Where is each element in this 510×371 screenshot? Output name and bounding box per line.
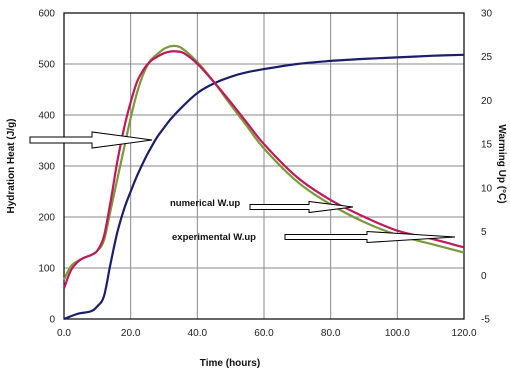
x-tick-label: 40.0 (188, 328, 208, 339)
y-left-tick-label: 100 (38, 264, 55, 275)
hydration-heat-arrow (29, 131, 153, 149)
y-axis-left-label: Hydration Heat (J/g) (6, 118, 17, 213)
series-line-2 (62, 50, 465, 289)
y-right-tick-label: 25 (481, 52, 493, 63)
annotations: numerical W.up experimental W.up (29, 131, 456, 244)
numerical-wup-arrow (249, 200, 354, 214)
series-line-0 (63, 53, 465, 321)
x-tick-label: 80.0 (321, 328, 341, 339)
y-left-tick-label: 500 (38, 60, 55, 71)
tick-labels: 0.0 20.0 40.0 60.0 80.0 100.0 120.001002003004… (38, 9, 492, 340)
y-left-tick-label: 300 (38, 162, 55, 173)
y-left-tick-label: 400 (38, 111, 55, 122)
y-right-tick-label: 10 (481, 183, 493, 194)
y-left-tick-label: 0 (49, 315, 55, 326)
y-right-tick-label: 30 (481, 9, 493, 20)
x-tick-label: 20.0 (121, 328, 141, 339)
plot-frame (63, 12, 465, 320)
y-left-tick-label: 600 (38, 9, 55, 20)
y-right-tick-label: 5 (481, 227, 487, 238)
y-axis-right-label: Warming Up (°C) (496, 124, 507, 203)
x-tick-label: 60.0 (254, 328, 274, 339)
y-right-tick-label: 20 (481, 96, 493, 107)
x-tick-label: 0.0 (57, 328, 71, 339)
experimental-wup-arrow (284, 230, 456, 244)
series-layer (62, 44, 465, 321)
numerical-wup-label: numerical W.up (170, 198, 240, 209)
x-tick-label: 120.0 (451, 328, 476, 339)
x-axis-label: Time (hours) (200, 358, 260, 369)
y-right-tick-label: 0 (481, 271, 487, 282)
y-right-tick-label: -5 (481, 315, 490, 326)
experimental-wup-label: experimental W.up (172, 232, 256, 243)
y-left-tick-label: 200 (38, 213, 55, 224)
x-tick-label: 100.0 (385, 328, 410, 339)
y-right-tick-label: 15 (481, 140, 493, 151)
